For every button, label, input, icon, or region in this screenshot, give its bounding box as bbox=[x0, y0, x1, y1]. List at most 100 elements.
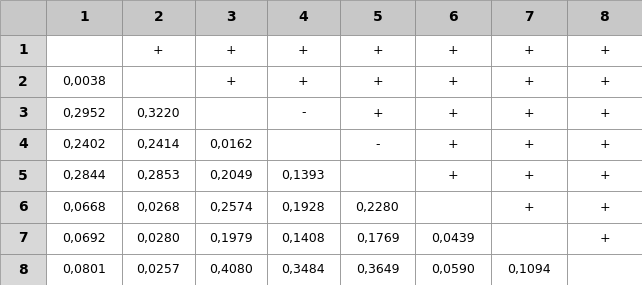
Text: +: + bbox=[599, 107, 610, 119]
Bar bbox=[267, 254, 340, 285]
Bar bbox=[0, 34, 46, 66]
Text: 0,2280: 0,2280 bbox=[356, 201, 399, 213]
Text: +: + bbox=[153, 44, 164, 57]
Bar bbox=[195, 0, 267, 34]
Text: 0,3649: 0,3649 bbox=[356, 263, 399, 276]
Text: 2: 2 bbox=[153, 10, 163, 24]
Text: 8: 8 bbox=[18, 263, 28, 277]
Bar bbox=[267, 129, 340, 160]
Text: 0,2414: 0,2414 bbox=[137, 138, 180, 151]
Text: 4: 4 bbox=[299, 10, 308, 24]
Text: 0,1408: 0,1408 bbox=[281, 232, 325, 245]
Bar bbox=[195, 192, 267, 223]
Bar bbox=[415, 0, 491, 34]
Text: 3: 3 bbox=[226, 10, 236, 24]
Text: 0,0268: 0,0268 bbox=[136, 201, 180, 213]
Bar bbox=[415, 66, 491, 97]
Bar bbox=[195, 34, 267, 66]
Bar bbox=[122, 192, 195, 223]
Bar bbox=[122, 97, 195, 129]
Bar bbox=[122, 0, 195, 34]
Text: +: + bbox=[372, 75, 383, 88]
Text: 0,4080: 0,4080 bbox=[209, 263, 253, 276]
Bar bbox=[491, 66, 567, 97]
Bar bbox=[0, 66, 46, 97]
Text: 4: 4 bbox=[18, 137, 28, 151]
Bar bbox=[415, 254, 491, 285]
Bar bbox=[340, 160, 415, 192]
Text: 0,2844: 0,2844 bbox=[62, 169, 106, 182]
Bar bbox=[567, 97, 642, 129]
Text: +: + bbox=[599, 201, 610, 213]
Bar bbox=[491, 34, 567, 66]
Bar bbox=[46, 254, 122, 285]
Bar bbox=[0, 160, 46, 192]
Bar bbox=[0, 223, 46, 254]
Text: 2: 2 bbox=[18, 75, 28, 89]
Bar bbox=[46, 223, 122, 254]
Bar bbox=[0, 97, 46, 129]
Bar bbox=[195, 97, 267, 129]
Bar bbox=[340, 97, 415, 129]
Bar bbox=[122, 34, 195, 66]
Bar bbox=[267, 0, 340, 34]
Bar bbox=[0, 192, 46, 223]
Bar bbox=[340, 34, 415, 66]
Text: +: + bbox=[448, 169, 458, 182]
Bar bbox=[340, 66, 415, 97]
Text: 0,3220: 0,3220 bbox=[137, 107, 180, 119]
Text: 0,0162: 0,0162 bbox=[209, 138, 252, 151]
Text: +: + bbox=[524, 169, 534, 182]
Text: 0,0280: 0,0280 bbox=[136, 232, 180, 245]
Bar bbox=[340, 129, 415, 160]
Text: 0,0439: 0,0439 bbox=[431, 232, 475, 245]
Text: +: + bbox=[524, 201, 534, 213]
Bar bbox=[195, 129, 267, 160]
Bar bbox=[267, 34, 340, 66]
Text: 5: 5 bbox=[18, 169, 28, 183]
Bar bbox=[46, 160, 122, 192]
Bar bbox=[122, 160, 195, 192]
Bar bbox=[195, 223, 267, 254]
Text: 0,1393: 0,1393 bbox=[282, 169, 325, 182]
Bar bbox=[0, 0, 46, 34]
Text: 0,1769: 0,1769 bbox=[356, 232, 399, 245]
Bar bbox=[567, 160, 642, 192]
Text: +: + bbox=[524, 44, 534, 57]
Text: 0,1979: 0,1979 bbox=[209, 232, 252, 245]
Bar bbox=[340, 254, 415, 285]
Text: +: + bbox=[298, 75, 309, 88]
Bar bbox=[122, 129, 195, 160]
Text: 1: 1 bbox=[79, 10, 89, 24]
Text: 6: 6 bbox=[449, 10, 458, 24]
Bar bbox=[567, 34, 642, 66]
Bar bbox=[415, 97, 491, 129]
Text: +: + bbox=[225, 44, 236, 57]
Bar bbox=[46, 192, 122, 223]
Text: +: + bbox=[298, 44, 309, 57]
Text: +: + bbox=[524, 107, 534, 119]
Bar bbox=[491, 192, 567, 223]
Text: 0,0590: 0,0590 bbox=[431, 263, 475, 276]
Bar bbox=[415, 192, 491, 223]
Bar bbox=[195, 66, 267, 97]
Text: 0,0692: 0,0692 bbox=[62, 232, 106, 245]
Text: 0,2853: 0,2853 bbox=[136, 169, 180, 182]
Text: 0,0038: 0,0038 bbox=[62, 75, 106, 88]
Text: -: - bbox=[375, 138, 380, 151]
Bar bbox=[340, 223, 415, 254]
Bar bbox=[567, 192, 642, 223]
Bar bbox=[567, 129, 642, 160]
Text: +: + bbox=[599, 169, 610, 182]
Text: 0,0668: 0,0668 bbox=[62, 201, 106, 213]
Bar bbox=[46, 0, 122, 34]
Text: 0,0257: 0,0257 bbox=[136, 263, 180, 276]
Bar bbox=[567, 0, 642, 34]
Text: +: + bbox=[599, 75, 610, 88]
Bar bbox=[46, 34, 122, 66]
Text: +: + bbox=[448, 107, 458, 119]
Bar bbox=[46, 129, 122, 160]
Bar bbox=[567, 254, 642, 285]
Text: +: + bbox=[448, 75, 458, 88]
Text: +: + bbox=[599, 138, 610, 151]
